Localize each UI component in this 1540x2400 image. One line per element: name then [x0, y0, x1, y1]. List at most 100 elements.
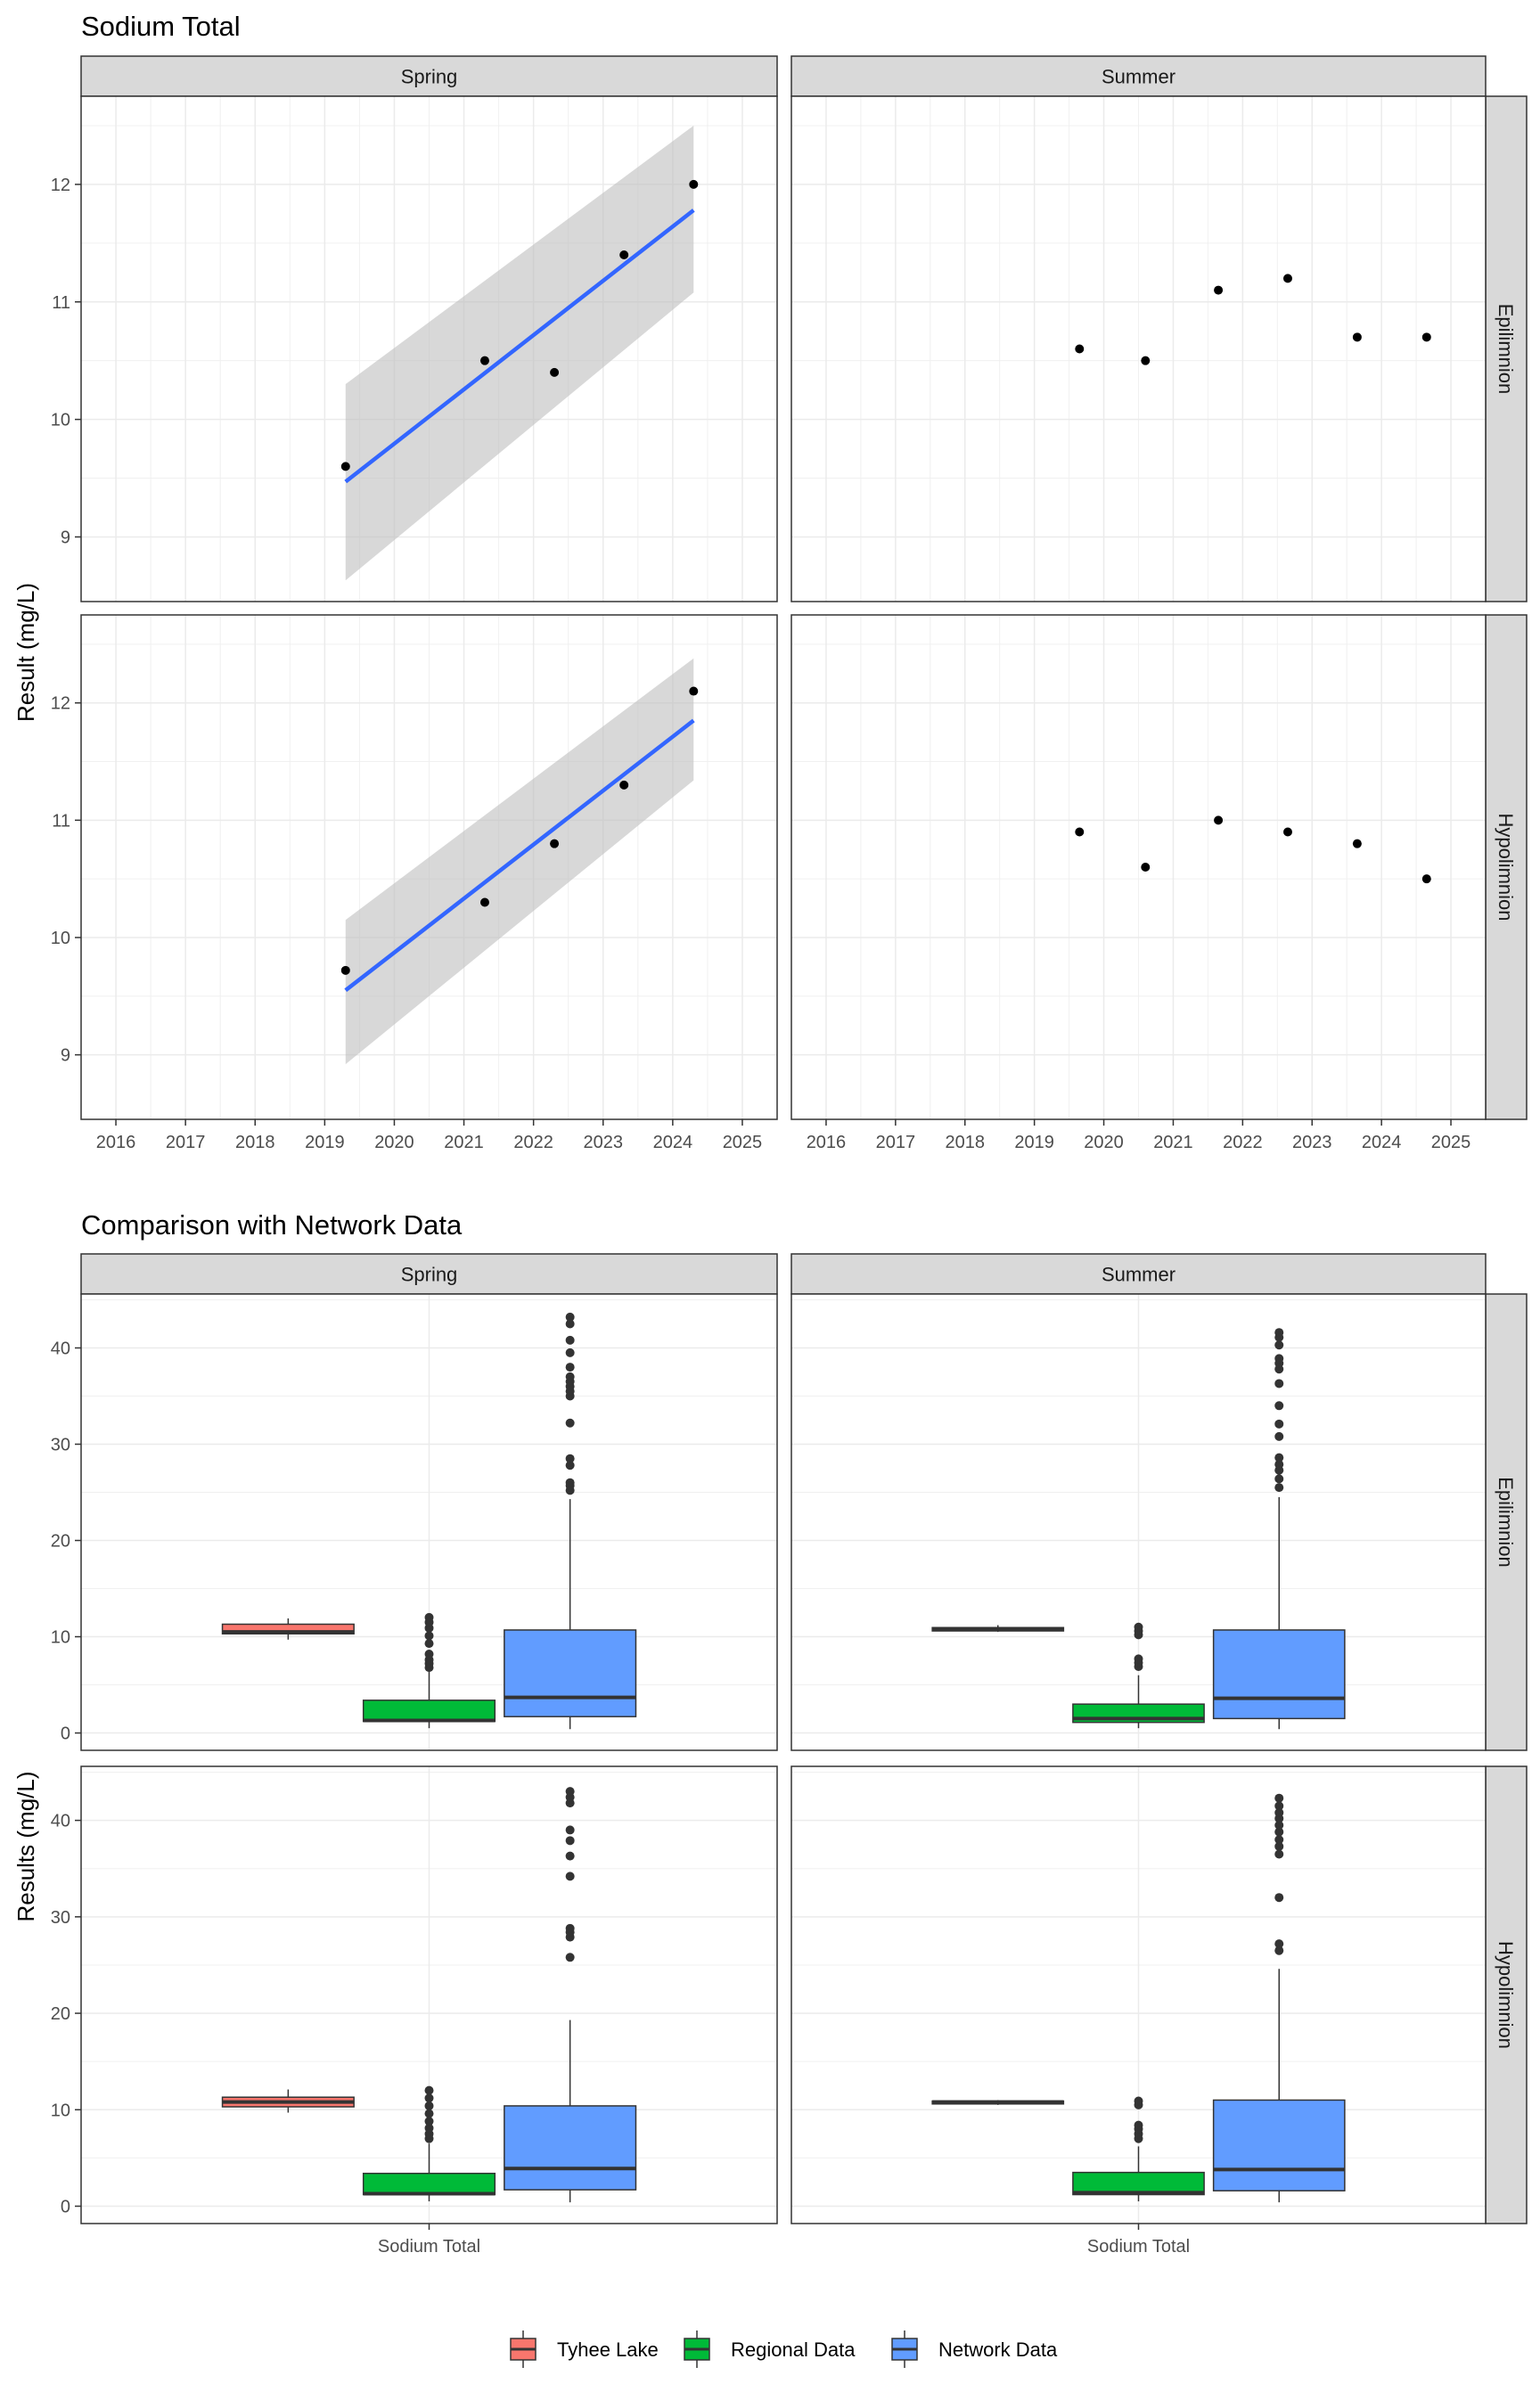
y-tick-label: 9	[61, 1046, 70, 1066]
legend-label: Regional Data	[731, 2339, 856, 2361]
outlier-point	[1274, 1801, 1284, 1811]
outlier-point	[1274, 1431, 1284, 1441]
x-tick-label: 2022	[1223, 1133, 1263, 1152]
row-strip-box-epilimnion	[1485, 1293, 1528, 1751]
data-point	[479, 897, 489, 907]
y-tick-label: 12	[51, 176, 70, 195]
outlier-point	[565, 1418, 575, 1428]
box-body	[1212, 2099, 1346, 2191]
x-tick-label: 2018	[946, 1133, 986, 1152]
outlier-point	[1274, 1939, 1284, 1949]
panel-box-summer-hypolimnion: Sodium Total	[790, 1765, 1487, 2257]
box-body	[504, 1629, 637, 1717]
data-point	[1421, 332, 1431, 342]
legend-label: Network Data	[938, 2339, 1058, 2361]
data-point	[1075, 827, 1085, 837]
data-point	[1282, 274, 1292, 283]
outlier-point	[565, 1347, 575, 1357]
data-point	[550, 367, 560, 377]
box-regional-data	[362, 1612, 496, 1729]
y-tick-label: 40	[51, 1812, 70, 1831]
panel-trend-summer-hypolimnion: 2016 2017 2018 2019 2020 2021 2022 2023 2024 2025	[790, 614, 1487, 1152]
data-point	[1141, 863, 1151, 872]
panel-border	[80, 1293, 778, 1751]
outlier-point	[1274, 1849, 1284, 1859]
outlier-point	[1274, 1419, 1284, 1429]
outlier-point	[565, 1787, 575, 1797]
facet-strip-box-spring	[80, 1253, 778, 1295]
row-label-box-hypolimnion: Hypolimnion	[1495, 1941, 1517, 2049]
y-axis-label-result: Result (mg/L)	[12, 583, 39, 722]
outlier-point	[1274, 1474, 1284, 1484]
panel-trend-summer-epilimnion	[790, 95, 1487, 602]
y-tick-label: 11	[52, 293, 70, 313]
box-network-data	[504, 1787, 637, 2203]
data-point	[1352, 839, 1362, 848]
facet-label-trend-summer: Summer	[1102, 66, 1175, 88]
trend-line	[344, 209, 695, 484]
outlier-point	[1274, 1821, 1284, 1831]
panel-border	[790, 614, 1487, 1120]
data-point	[1282, 827, 1292, 837]
x-tick-label: 2025	[723, 1133, 763, 1152]
row-label-box-epilimnion: Epilimnion	[1495, 1477, 1517, 1568]
x-tick-label: 2023	[584, 1133, 624, 1152]
confidence-ribbon	[345, 125, 694, 581]
trend-line	[344, 718, 695, 992]
chart-title-sodium-total: Sodium Total	[81, 11, 241, 42]
outlier-point	[1274, 1453, 1284, 1462]
outlier-point	[565, 1953, 575, 1962]
y-axis-label-results: Results (mg/L)	[12, 1771, 39, 1921]
facet-label-box-spring: Spring	[401, 1264, 458, 1286]
facet-label-box-summer: Summer	[1102, 1264, 1175, 1286]
data-point	[1075, 344, 1085, 354]
x-tick-label: 2021	[444, 1133, 484, 1152]
facet-label-trend-spring: Spring	[401, 66, 458, 88]
x-tick-label: 2021	[1153, 1133, 1193, 1152]
row-strip-trend-epilimnion	[1485, 95, 1528, 602]
outlier-point	[1274, 1460, 1284, 1470]
outlier-point	[1274, 1483, 1284, 1493]
outlier-point	[565, 1461, 575, 1470]
data-point	[1421, 874, 1431, 884]
box-tyhee-lake	[931, 2100, 1065, 2105]
outlier-point	[424, 2085, 434, 2095]
x-tick-label: 2018	[235, 1133, 275, 1152]
outlier-point	[1274, 1793, 1284, 1803]
y-tick-label: 30	[51, 1908, 70, 1928]
box-network-data	[1212, 1328, 1346, 1730]
facet-strip-box-summer	[790, 1253, 1487, 1295]
row-strip-trend-hypolimnion	[1485, 614, 1528, 1120]
data-point	[1214, 815, 1224, 825]
outlier-point	[1274, 1401, 1284, 1411]
y-tick-label: 0	[61, 1724, 70, 1744]
panel-border	[790, 95, 1487, 602]
box-regional-data	[1072, 2096, 1205, 2202]
outlier-point	[1274, 1807, 1284, 1817]
y-tick-label: 0	[61, 2198, 70, 2217]
y-tick-label: 11	[52, 811, 70, 831]
outlier-point	[424, 1649, 434, 1659]
outlier-point	[565, 1363, 575, 1372]
y-tick-label: 40	[51, 1339, 70, 1358]
y-tick-label: 12	[51, 694, 70, 714]
outlier-point	[1274, 1328, 1284, 1338]
panel-border	[80, 614, 778, 1120]
outlier-point	[1274, 1945, 1284, 1955]
outlier-point	[424, 2101, 434, 2110]
outlier-point	[424, 1639, 434, 1649]
box-tyhee-lake	[221, 1618, 355, 1640]
y-tick-label: 20	[51, 1532, 70, 1552]
x-tick-label: 2019	[305, 1133, 345, 1152]
outlier-point	[1134, 2096, 1143, 2106]
outlier-point	[1274, 1841, 1284, 1851]
box-body	[504, 2105, 637, 2191]
x-tick-label: 2025	[1431, 1133, 1471, 1152]
outlier-point	[565, 1872, 575, 1881]
outlier-point	[424, 1631, 434, 1641]
outlier-point	[565, 1372, 575, 1381]
box-network-data	[1212, 1793, 1346, 2203]
y-tick-label: 10	[51, 2101, 70, 2120]
panel-border	[790, 1293, 1487, 1751]
